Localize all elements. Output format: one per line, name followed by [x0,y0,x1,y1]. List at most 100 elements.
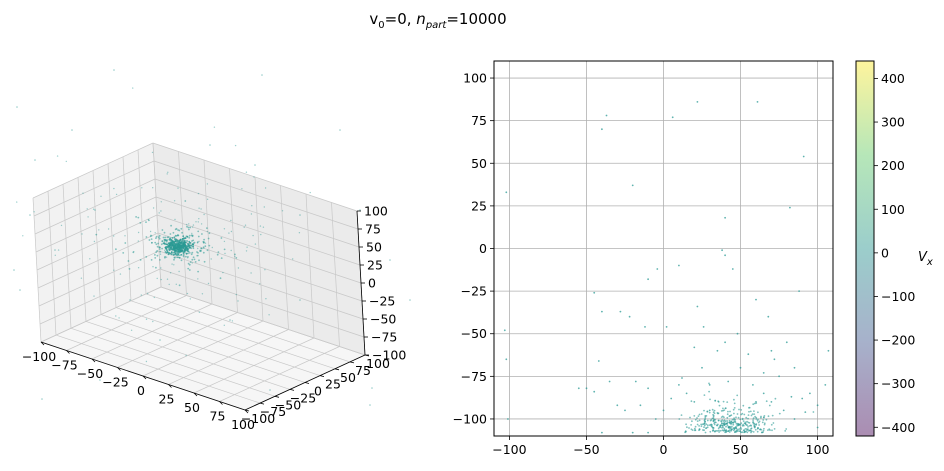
scatter-point [715,430,717,432]
x-tick-label-3d: 0 [137,383,145,398]
grid-line [153,160,359,230]
colorbar-bar [856,61,874,436]
scatter-point [619,310,622,313]
scatter-point [730,428,733,431]
scatter-point-3d [191,226,194,228]
grid-line [152,142,162,288]
scatter-point [735,422,738,425]
scatter-point [728,431,731,433]
scatter-point [724,420,727,423]
scatter-point [738,408,740,411]
scatter-point-3d [207,282,210,285]
scatter-point-3d [137,216,140,219]
scatter-point-3d [150,234,152,237]
scatter-point [722,426,724,429]
scatter-point [714,399,717,402]
scatter-point-3d [177,187,179,189]
scatter-point-3d [192,256,195,259]
scatter-point [724,431,726,434]
scatter-point-3d [54,249,56,251]
scatter-point-3d [198,259,200,262]
scatter-point [755,418,758,420]
scatter-point [696,417,698,419]
scatter-point [752,384,754,386]
scatter-point [767,315,770,318]
scatter-point-3d [169,233,172,235]
scatter-point-3d [192,224,195,226]
colorbar-tick-label: 100 [881,202,905,217]
scatter-point-3d [264,269,266,271]
grid-line [331,202,340,347]
scatter-point [793,418,796,420]
scatter-point-3d [199,250,202,253]
grid-line [219,346,340,402]
scatter-point-3d [22,235,24,237]
scatter-point [757,427,759,429]
x-tick-label: −50 [573,442,599,457]
scatter-point [763,427,765,430]
scatter-point-3d [139,222,142,224]
scatter-point [721,249,723,252]
scatter-point-3d [183,244,186,246]
scatter-point-3d [188,247,191,249]
scatter-point-3d [159,339,161,341]
y-tick-label-3d: 0 [314,384,322,399]
scatter-point-3d [196,242,199,244]
scatter-point-3d [184,200,187,202]
scatter-point-3d [154,254,156,256]
scatter-point-3d [204,245,207,248]
scatter-point [711,408,714,411]
scatter-point-3d [183,242,186,245]
scatter-point-3d [184,241,187,244]
scatter-point-3d [94,209,96,211]
scatter-point [690,400,693,403]
scatter-point [770,401,773,403]
scatter-point-3d [152,266,154,268]
scatter-point [703,424,706,427]
scatter-point-3d [203,260,206,263]
colorbar-tick-label: 200 [881,158,905,173]
plot-2d-x-ticks: −100 −50 0 50 100 [492,436,830,457]
grid-line [137,149,147,294]
x-tick-label-3d: 50 [184,400,200,415]
scatter-point [696,101,699,103]
scatter-point [768,428,771,430]
scatter-point [773,358,776,361]
scatter-point [736,413,739,415]
scatter-point [742,404,745,407]
scatter-point [763,416,765,419]
scatter-point-3d [250,213,253,215]
scatter-point [702,326,705,328]
scatter-point-3d [158,212,160,214]
scatter-point [746,424,749,427]
scatter-point-3d [198,218,200,220]
scatter-point [758,424,760,426]
scatter-point-3d [178,241,180,244]
scatter-point-3d [179,243,182,246]
scatter-point [723,427,726,430]
scatter-point-3d [186,292,189,295]
scatter-point [782,409,785,412]
scatter-point [804,411,807,413]
scatter-point-3d [263,206,265,208]
scatter-point [696,423,699,426]
scatter-point-3d [198,311,201,313]
scatter-point-3d [202,246,205,248]
scatter-point-3d [186,240,188,242]
scatter-point [694,429,697,432]
scatter-point [733,412,735,415]
scatter-point-3d [159,259,161,261]
scatter-point-3d [139,259,142,261]
scatter-point [713,419,715,421]
scatter-point [717,423,719,426]
scatter-point-3d [173,258,175,261]
scatter-point-3d [246,246,248,248]
scatter-point-3d [160,243,163,246]
scatter-point-3d [198,207,200,209]
scatter-point-3d [56,155,59,157]
scatter-point [678,264,680,267]
scatter-point [741,418,744,421]
scatter-point [809,392,811,395]
scatter-point [705,423,708,426]
scatter-point [729,421,732,424]
